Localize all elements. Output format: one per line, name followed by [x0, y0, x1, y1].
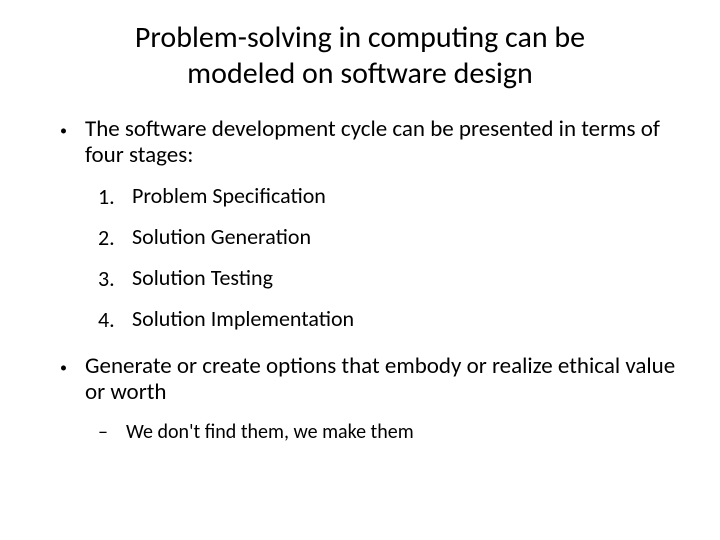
- bullet-item-1: • The software development cycle can be …: [60, 116, 680, 169]
- number-marker: 3.: [98, 265, 120, 292]
- list-item: 2. Solution Generation: [98, 224, 680, 251]
- numbered-list: 1. Problem Specification 2. Solution Gen…: [60, 183, 680, 333]
- stage-text: Solution Testing: [132, 265, 273, 292]
- dash-marker-icon: –: [98, 420, 108, 444]
- sub-bullet-text: We don't find them, we make them: [126, 420, 414, 444]
- stage-text: Problem Specification: [132, 183, 326, 210]
- list-item: 4. Solution Implementation: [98, 306, 680, 333]
- bullet-item-2: • Generate or create options that embody…: [60, 353, 680, 406]
- number-marker: 2.: [98, 224, 120, 251]
- sub-bullet-item: – We don't find them, we make them: [60, 420, 680, 444]
- stage-text: Solution Implementation: [132, 306, 354, 333]
- number-marker: 1.: [98, 183, 120, 210]
- bullet-text: Generate or create options that embody o…: [85, 353, 680, 406]
- number-marker: 4.: [98, 306, 120, 333]
- bullet-marker-icon: •: [60, 359, 67, 406]
- bullet-text: The software development cycle can be pr…: [85, 116, 680, 169]
- bullet-marker-icon: •: [60, 122, 67, 169]
- list-item: 3. Solution Testing: [98, 265, 680, 292]
- list-item: 1. Problem Specification: [98, 183, 680, 210]
- stage-text: Solution Generation: [132, 224, 311, 251]
- slide-content: • The software development cycle can be …: [40, 116, 680, 444]
- slide-title: Problem-solving in computing can be mode…: [40, 20, 680, 92]
